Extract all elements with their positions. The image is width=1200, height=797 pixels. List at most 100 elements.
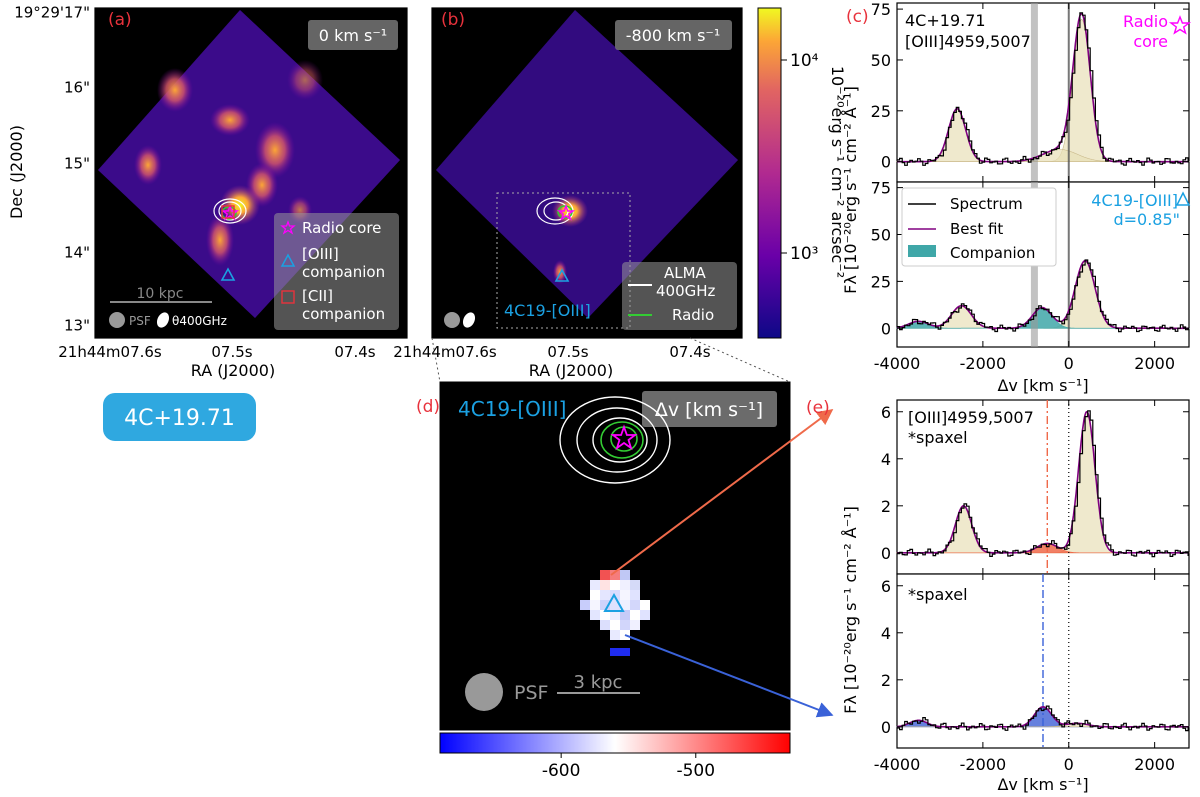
spec-c-top-object: 4C+19.71 xyxy=(905,11,986,30)
zoom-region-box xyxy=(496,192,631,329)
ytick-label-50: 50 xyxy=(871,51,891,70)
panel-b-map xyxy=(436,10,738,318)
panel-a-legend xyxy=(274,213,399,330)
ytick-label-2: 2 xyxy=(881,671,891,690)
spec-c-bottom-yaxis: 0 25 50 75 xyxy=(871,179,1189,347)
spec-c-top-marker-2: core xyxy=(1133,32,1168,51)
spec-c-legend xyxy=(901,187,1057,267)
object-badge-bg xyxy=(103,393,256,441)
spectra-c-ylabel: Fλ [10⁻²⁰erg s⁻¹ cm⁻² Å⁻¹] xyxy=(841,86,860,294)
ra-tick-a-1: 07.5s xyxy=(211,343,252,361)
zoom-quantity-box xyxy=(642,391,777,427)
alma-beam-b xyxy=(462,312,476,328)
oiii-companion-triangle-b xyxy=(554,268,570,282)
panel-e-label: (e) xyxy=(806,398,830,418)
zoom-quantity: Δv [km s⁻¹] xyxy=(655,399,763,421)
spec-c-bottom-object: 4C19-[OIII] xyxy=(1091,191,1178,210)
oiii-companion-triangle xyxy=(220,267,236,281)
panel-a: 0 km s⁻¹ (a) Radio core [OIII] companion… xyxy=(7,4,408,380)
panel-b-label: (b) xyxy=(441,10,465,30)
ytick-label-75: 75 xyxy=(871,0,891,19)
object-badge: 4C+19.71 xyxy=(103,393,256,441)
dec-tick-17: 19°29'17" xyxy=(14,4,90,22)
spec-e-bottom-lines xyxy=(897,574,1189,748)
spec-c-top-line: [OIII]4959,5007 xyxy=(905,32,1031,51)
panel-d-label: (d) xyxy=(416,397,440,417)
xtick-label--4000: -4000 xyxy=(874,755,921,774)
colorbar-flux-bar xyxy=(757,7,782,339)
panel-b-legend xyxy=(622,262,737,330)
spectrum-line xyxy=(897,705,1189,732)
radio-core-star-b xyxy=(556,203,576,221)
ytick-label-0: 0 xyxy=(881,718,891,737)
spec-c-top-marker-1: Radio xyxy=(1123,12,1168,31)
spec-e-top-line: [OIII]4959,5007 xyxy=(908,408,1034,427)
ytick-label-0: 0 xyxy=(881,544,891,563)
legend-cii: [CII] xyxy=(302,287,333,305)
colorbar-label-1e3: 10³ xyxy=(790,244,818,264)
ytick-label-6: 6 xyxy=(881,577,891,596)
ytick-label-4: 4 xyxy=(881,450,891,469)
zoom-psf-beam xyxy=(465,673,503,711)
spec-e-top-yaxis: 0 2 4 6 xyxy=(881,400,1189,574)
radio-core-star xyxy=(220,203,240,221)
ytick-label-25: 25 xyxy=(871,272,891,291)
psf-beam-b xyxy=(444,312,460,328)
arrow-blue-spaxel xyxy=(624,634,834,718)
panel-c-label: (c) xyxy=(846,7,869,27)
spectra-e-xaxis: -4000 -2000 0 2000 xyxy=(874,755,1175,774)
spectra-c: Fλ [10⁻²⁰erg s⁻¹ cm⁻² Å⁻¹] 0 25 50 75 4C+19… xyxy=(841,0,1192,395)
zoom-psf-label: PSF xyxy=(514,682,548,704)
dec-tick-15: 15" xyxy=(64,155,90,173)
spec-c-top-star-icon xyxy=(1168,15,1192,35)
ra-tick-a-2: 07.4s xyxy=(334,343,375,361)
legend-oiii-triangle xyxy=(280,253,296,267)
arrow-red-spaxel xyxy=(610,409,834,576)
legend-cii-companion: companion xyxy=(302,305,385,323)
xtick-label-2000: 2000 xyxy=(1134,755,1175,774)
legend-companion: Companion xyxy=(950,244,1035,262)
xtick-label-0: 0 xyxy=(1064,354,1074,373)
ra-tick-b-1: 07.5s xyxy=(547,343,588,361)
legend-cii-square xyxy=(281,290,295,304)
zoom-colorbar-label-500: -500 xyxy=(676,761,715,781)
zoom-connector-right xyxy=(689,337,791,383)
xtick-label--2000: -2000 xyxy=(960,755,1007,774)
legend-alma-400ghz: 400GHz xyxy=(656,282,716,300)
dec-tick-13: 13" xyxy=(64,317,90,335)
ytick-label-2: 2 xyxy=(881,497,891,516)
panel-b: -800 km s⁻¹ (b) ALMA 400GHz Radio 4C19-[… xyxy=(393,7,743,380)
spectra-c-xaxis: -4000 -2000 0 2000 xyxy=(874,354,1175,373)
spec-c-bottom-triangle-icon xyxy=(1175,191,1191,206)
xtick-label-2000: 2000 xyxy=(1134,354,1175,373)
panel-a-velocity: 0 km s⁻¹ xyxy=(319,26,387,45)
alma-beam-label-a: θ400GHz xyxy=(172,314,227,328)
dec-tick-16: 16" xyxy=(64,79,90,97)
legend-radio-core-star xyxy=(280,220,296,235)
panel-a-label: (a) xyxy=(108,10,132,30)
xtick-label-0: 0 xyxy=(1064,755,1074,774)
ra-axis-label-b: RA (J2000) xyxy=(529,361,613,380)
ytick-label-4: 4 xyxy=(881,624,891,643)
spectrum-line xyxy=(897,259,1189,333)
legend-radio: Radio xyxy=(672,306,714,324)
dec-axis-label: Dec (J2000) xyxy=(7,125,26,219)
spec-c-top-lines xyxy=(897,3,1189,182)
zoom-radio-core-star xyxy=(610,424,638,451)
panel-b-velocity-box xyxy=(615,20,732,50)
legend-alma: ALMA xyxy=(664,264,707,282)
ra-tick-b-2: 07.4s xyxy=(669,343,710,361)
ytick-label-0: 0 xyxy=(881,319,891,338)
spec-c-bottom: 0 25 50 75 4C19-[OIII] d=0.85" Spectrum Bes… xyxy=(871,179,1191,348)
zoom-scalebar-label: 3 kpc xyxy=(574,672,623,693)
spectrum-line xyxy=(897,410,1189,558)
spec-e-top-lines xyxy=(897,400,1189,574)
legend-radio-core: Radio core xyxy=(302,219,381,237)
ytick-label-50: 50 xyxy=(871,226,891,245)
spectra-c-xlabel: Δv [km s⁻¹] xyxy=(997,376,1088,395)
colorbar-flux: 10⁴ 10³ 10⁻²⁰erg s⁻¹ cm⁻² arcsec⁻² xyxy=(757,7,847,339)
spec-e-bottom-spaxel: *spaxel xyxy=(908,585,968,604)
legend-oiii-companion: companion xyxy=(302,263,385,281)
colorbar-label-1e4: 10⁴ xyxy=(790,51,819,71)
